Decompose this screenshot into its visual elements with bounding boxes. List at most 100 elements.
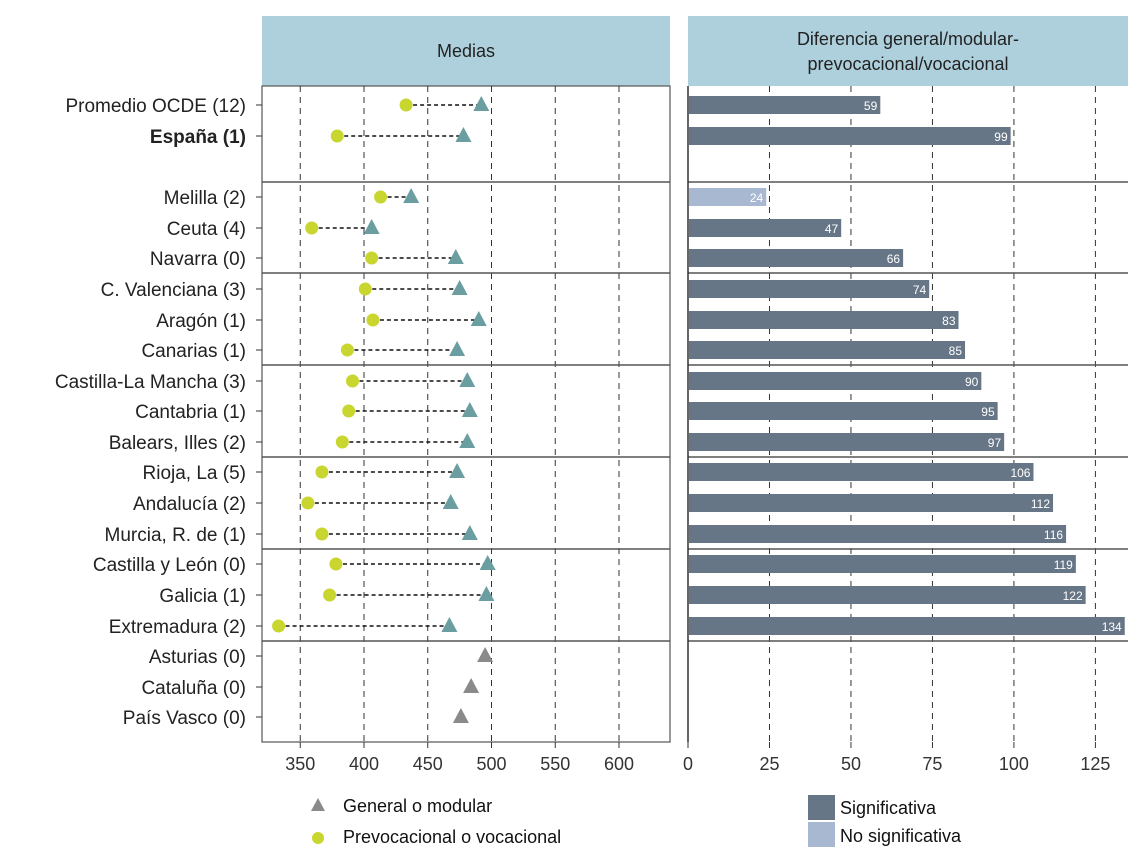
difference-bar-label-galicia-1: 122: [1063, 589, 1083, 603]
difference-bar-label-balears-illes-2: 97: [988, 436, 1002, 450]
difference-bar-castilla-y-leon-0: [689, 555, 1076, 573]
difference-bar-murcia-r-de-1: [689, 525, 1067, 543]
difference-panel: Diferencia general/modular- prevocaciona…: [683, 16, 1128, 774]
general-point-navarra-0: [447, 249, 464, 264]
row-label-balears-illes-2: Balears, Illes (2): [109, 433, 246, 454]
difference-bar-label-extremadura-2: 134: [1102, 620, 1122, 634]
row-label-extremadura-2: Extremadura (2): [109, 617, 246, 638]
general-point-cataluna-0: [463, 678, 480, 693]
difference-bar-label-navarra-0: 66: [887, 252, 901, 266]
difference-panel-title-line-1: Diferencia general/modular-: [797, 29, 1019, 49]
means-panel: Medias 350 400 450 500 550 600 Promedio OCDE …: [55, 16, 671, 774]
difference-bar-label-promedio-ocde-12: 59: [864, 99, 878, 113]
prevocacional-point-melilla-2: [374, 190, 388, 204]
difference-bar-melilla-2: [689, 188, 767, 206]
row-label-ceuta-4: Ceuta (4): [167, 219, 246, 240]
difference-bar-castilla-la-mancha-3: [689, 372, 982, 390]
prevocacional-point-navarra-0: [365, 251, 379, 265]
row-label-asturias-0: Asturias (0): [149, 647, 246, 668]
difference-bar-cantabria-1: [689, 402, 998, 420]
difference-bar-extremadura-2: [689, 617, 1125, 635]
difference-bar-label-aragon-1: 83: [942, 314, 956, 328]
legend-not-significant-swatch: [808, 822, 835, 847]
difference-bar-label-murcia-r-de-1: 116: [1044, 528, 1063, 542]
general-point-c-valenciana-3: [451, 280, 468, 295]
row-label-melilla-2: Melilla (2): [164, 188, 246, 209]
prevocacional-point-extremadura-2: [272, 619, 286, 633]
prevocacional-point-castilla-y-leon-0: [329, 557, 343, 571]
row-label-cataluna-0: Cataluña (0): [141, 678, 246, 699]
prevocacional-point-castilla-la-mancha-3: [346, 374, 360, 388]
prevocacional-point-promedio-ocde-12: [399, 98, 413, 112]
difference-tick-label-125: 125: [1080, 754, 1110, 774]
legend-general-label: General o modular: [343, 796, 492, 816]
means-tick-label-450: 450: [413, 754, 443, 774]
difference-legend: Significativa No significativa: [808, 795, 962, 847]
general-point-murcia-r-de-1: [461, 525, 478, 540]
means-tick-label-400: 400: [349, 754, 379, 774]
legend-prevocacional-label: Prevocacional o vocacional: [343, 827, 561, 847]
difference-bar-rioja-la-5: [689, 463, 1034, 481]
means-markers: [272, 96, 496, 723]
difference-bar-andalucia-2: [689, 494, 1054, 512]
difference-bar-navarra-0: [689, 249, 904, 267]
general-point-promedio-ocde-12: [473, 96, 490, 111]
difference-tick-label-75: 75: [922, 754, 942, 774]
means-tick-label-550: 550: [540, 754, 570, 774]
general-point-castilla-la-mancha-3: [459, 372, 476, 387]
prevocacional-point-rioja-la-5: [315, 465, 329, 479]
row-label-pais-vasco-0: País Vasco (0): [123, 708, 246, 729]
general-point-canarias-1: [449, 341, 466, 356]
difference-bar-label-rioja-la-5: 106: [1010, 466, 1030, 480]
difference-bar-balears-illes-2: [689, 433, 1005, 451]
general-point-pais-vasco-0: [452, 708, 469, 723]
row-label-andalucia-2: Andalucía (2): [133, 494, 246, 515]
row-label-navarra-0: Navarra (0): [150, 249, 246, 270]
difference-tick-label-50: 50: [841, 754, 861, 774]
prevocacional-point-ceuta-4: [305, 221, 319, 235]
difference-bar-aragon-1: [689, 311, 959, 329]
difference-bar-canarias-1: [689, 341, 966, 359]
difference-tick-label-25: 25: [759, 754, 779, 774]
means-legend: General o modular Prevocacional o vocaci…: [311, 796, 561, 847]
row-label-galicia-1: Galicia (1): [159, 586, 246, 607]
row-label-rioja-la-5: Rioja, La (5): [143, 463, 247, 484]
means-gridlines: [299, 86, 620, 748]
general-point-aragon-1: [470, 311, 487, 326]
difference-tick-label-100: 100: [999, 754, 1029, 774]
row-label-cantabria-1: Cantabria (1): [135, 402, 246, 423]
means-tick-label-600: 600: [604, 754, 634, 774]
general-point-ceuta-4: [363, 219, 380, 234]
difference-bar-label-andalucia-2: 112: [1031, 497, 1050, 511]
legend-significant-swatch: [808, 795, 835, 820]
row-label-canarias-1: Canarias (1): [141, 341, 246, 362]
prevocacional-point-aragon-1: [366, 313, 380, 327]
general-point-balears-illes-2: [459, 433, 476, 448]
general-point-espana-1: [455, 127, 472, 142]
means-group-separators: [262, 181, 670, 642]
general-point-andalucia-2: [442, 494, 459, 509]
means-strip: [262, 16, 670, 86]
difference-group-separators: [688, 181, 1128, 642]
row-label-castilla-la-mancha-3: Castilla-La Mancha (3): [55, 372, 246, 393]
general-point-cantabria-1: [461, 402, 478, 417]
prevocacional-point-canarias-1: [340, 343, 354, 357]
means-tick-label-350: 350: [285, 754, 315, 774]
difference-bar-label-cantabria-1: 95: [981, 405, 995, 419]
difference-bar-label-canarias-1: 85: [949, 344, 963, 358]
row-label-aragon-1: Aragón (1): [156, 311, 246, 332]
difference-bar-label-c-valenciana-3: 74: [913, 283, 927, 297]
general-point-castilla-y-leon-0: [479, 555, 496, 570]
difference-panel-title-line-2: prevocacional/vocacional: [807, 54, 1008, 74]
difference-bars: 59 99 24 47 66 74 83 85 90 95 97 106 112 116 119 122 134: [689, 96, 1125, 635]
prevocacional-point-galicia-1: [323, 588, 337, 602]
difference-bar-label-castilla-la-mancha-3: 90: [965, 375, 979, 389]
prevocacional-point-cantabria-1: [342, 404, 356, 418]
region-labels: Promedio OCDE (12) España (1) Melilla (2) C…: [55, 96, 262, 729]
legend-circle-icon: [312, 832, 324, 844]
legend-significant-label: Significativa: [840, 798, 937, 818]
general-point-galicia-1: [478, 586, 495, 601]
difference-bar-promedio-ocde-12: [689, 96, 881, 114]
row-label-promedio-ocde-12: Promedio OCDE (12): [65, 96, 246, 117]
